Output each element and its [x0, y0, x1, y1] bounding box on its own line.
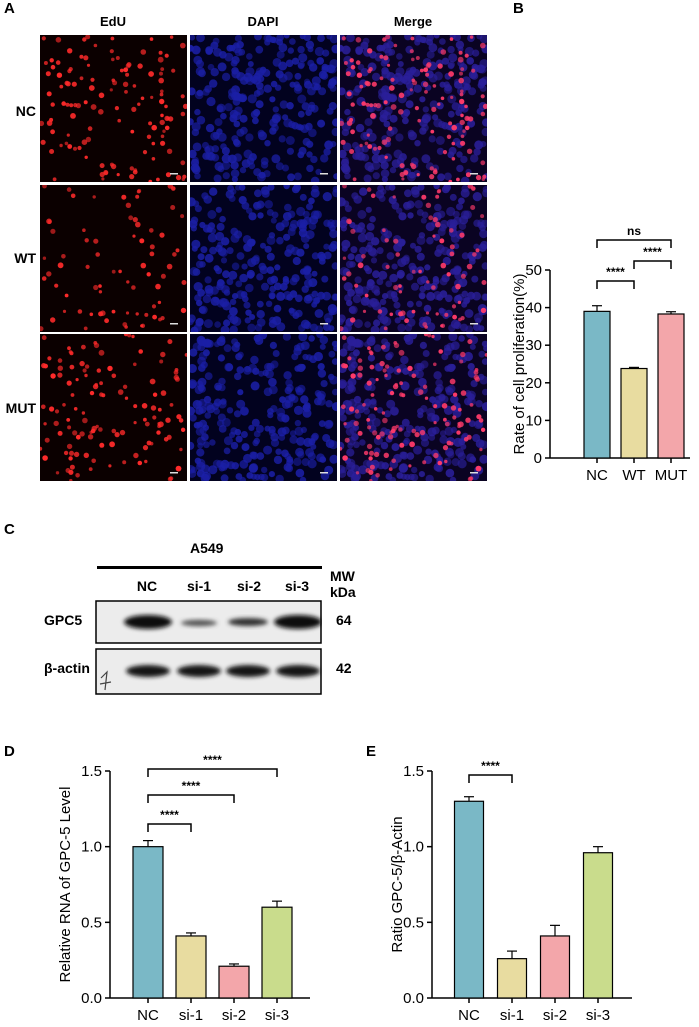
bar-si-3 — [261, 906, 293, 999]
y-tick-label: 0.0 — [81, 990, 102, 1007]
bar-nc — [583, 310, 611, 459]
micro-tile-merge — [340, 334, 487, 481]
bar-si-2 — [539, 935, 571, 999]
significance-label: **** — [643, 245, 662, 259]
y-tick-label: 30 — [525, 337, 542, 354]
y-axis-label: Rate of cell proliferation(%) — [511, 274, 528, 455]
mw-header: MW — [330, 568, 355, 584]
panel-a-letter: A — [4, 0, 15, 17]
bar-wt — [620, 367, 648, 459]
blot-mw-actin: 42 — [336, 660, 352, 676]
y-tick-label: 1.0 — [403, 839, 424, 856]
significance-bracket — [633, 260, 672, 269]
significance-label: **** — [160, 808, 179, 822]
row-header-nc: NC — [15, 103, 36, 119]
y-tick-label: 10 — [525, 412, 542, 429]
chart-e-ratio: 0.0 0.5 1.0 1.5 Ratio GPC-5/β-Actin NC si-1 si-… — [389, 759, 632, 1024]
significance-label: **** — [606, 265, 625, 279]
x-tick-label: si-1 — [179, 1007, 203, 1024]
significance-label: **** — [182, 779, 201, 793]
chart-d-relative-rna: 0.0 0.5 1.0 1.5 Relative RNA of GPC-5 Level N… — [57, 755, 310, 1024]
micro-tile-edu — [40, 185, 187, 332]
bar-nc — [132, 846, 164, 999]
y-tick-label: 0 — [534, 450, 542, 467]
cell-line-bar — [97, 566, 322, 569]
blot-label-gpc5: GPC5 — [44, 612, 83, 628]
y-tick-label: 50 — [525, 262, 542, 279]
x-tick-label: si-3 — [586, 1007, 610, 1024]
row-header-mut: MUT — [5, 400, 36, 416]
column-header-merge: Merge — [393, 14, 433, 29]
bar-nc — [453, 800, 485, 999]
row-header-wt: WT — [14, 250, 36, 266]
significance-bracket — [147, 823, 192, 832]
kda-header: kDa — [330, 584, 356, 600]
cell-line-label: A549 — [190, 540, 224, 556]
x-tick-label: NC — [458, 1007, 480, 1024]
significance-bracket — [147, 794, 235, 803]
y-axis-label: Ratio GPC-5/β-Actin — [389, 816, 406, 952]
bar-si-1 — [496, 958, 528, 999]
micro-tile-edu — [40, 35, 187, 182]
lane-label-si2: si-2 — [236, 578, 262, 594]
significance-bracket — [468, 774, 513, 783]
micro-tile-edu — [40, 334, 187, 481]
bar-mut — [657, 313, 685, 459]
blot-label-actin: β-actin — [44, 660, 90, 676]
significance-label: **** — [203, 755, 222, 767]
significance-bracket — [147, 768, 278, 777]
x-tick-label: MUT — [655, 467, 688, 484]
y-tick-label: 1.5 — [81, 763, 102, 780]
y-tick-label: 0.5 — [403, 914, 424, 931]
micro-tile-merge — [340, 35, 487, 182]
significance-label: **** — [481, 759, 500, 773]
bar-si-3 — [582, 852, 614, 999]
x-tick-label: NC — [137, 1007, 159, 1024]
lane-label-si3: si-3 — [284, 578, 310, 594]
y-tick-label: 0.0 — [403, 990, 424, 1007]
y-tick-label: 0.5 — [81, 914, 102, 931]
column-header-dapi: DAPI — [247, 14, 279, 29]
lane-label-nc: NC — [136, 578, 158, 594]
micro-tile-dapi — [190, 35, 337, 182]
x-tick-label: si-2 — [222, 1007, 246, 1024]
bar-si-1 — [175, 935, 207, 999]
x-tick-label: WT — [622, 467, 645, 484]
y-tick-label: 20 — [525, 375, 542, 392]
x-tick-label: si-1 — [500, 1007, 524, 1024]
micro-tile-dapi — [190, 185, 337, 332]
y-tick-label: 40 — [525, 300, 542, 317]
lane-label-si1: si-1 — [186, 578, 212, 594]
y-axis-label: Relative RNA of GPC-5 Level — [57, 787, 74, 983]
significance-bracket — [596, 239, 672, 248]
micro-tile-dapi — [190, 334, 337, 481]
western-blot-image — [95, 600, 322, 695]
panel-c-letter: C — [4, 521, 15, 538]
micro-tile-merge — [340, 185, 487, 332]
x-tick-label: si-2 — [543, 1007, 567, 1024]
x-tick-label: NC — [586, 467, 608, 484]
bar-si-2 — [218, 965, 250, 999]
significance-bracket — [596, 280, 635, 289]
y-tick-label: 1.5 — [403, 763, 424, 780]
x-tick-label: si-3 — [265, 1007, 289, 1024]
y-tick-label: 1.0 — [81, 839, 102, 856]
column-header-edu: EdU — [100, 14, 126, 29]
significance-label: ns — [627, 224, 641, 238]
blot-mw-gpc5: 64 — [336, 612, 352, 628]
